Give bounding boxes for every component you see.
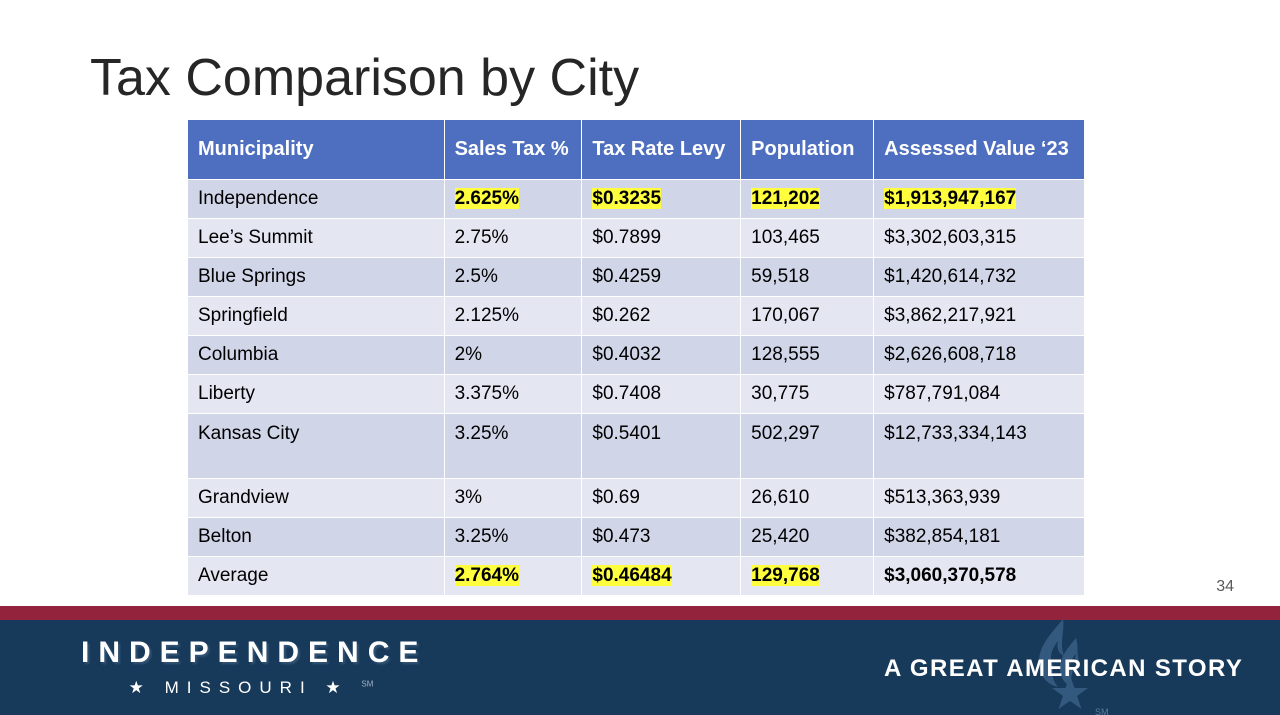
svg-text:SM: SM (1095, 707, 1109, 715)
